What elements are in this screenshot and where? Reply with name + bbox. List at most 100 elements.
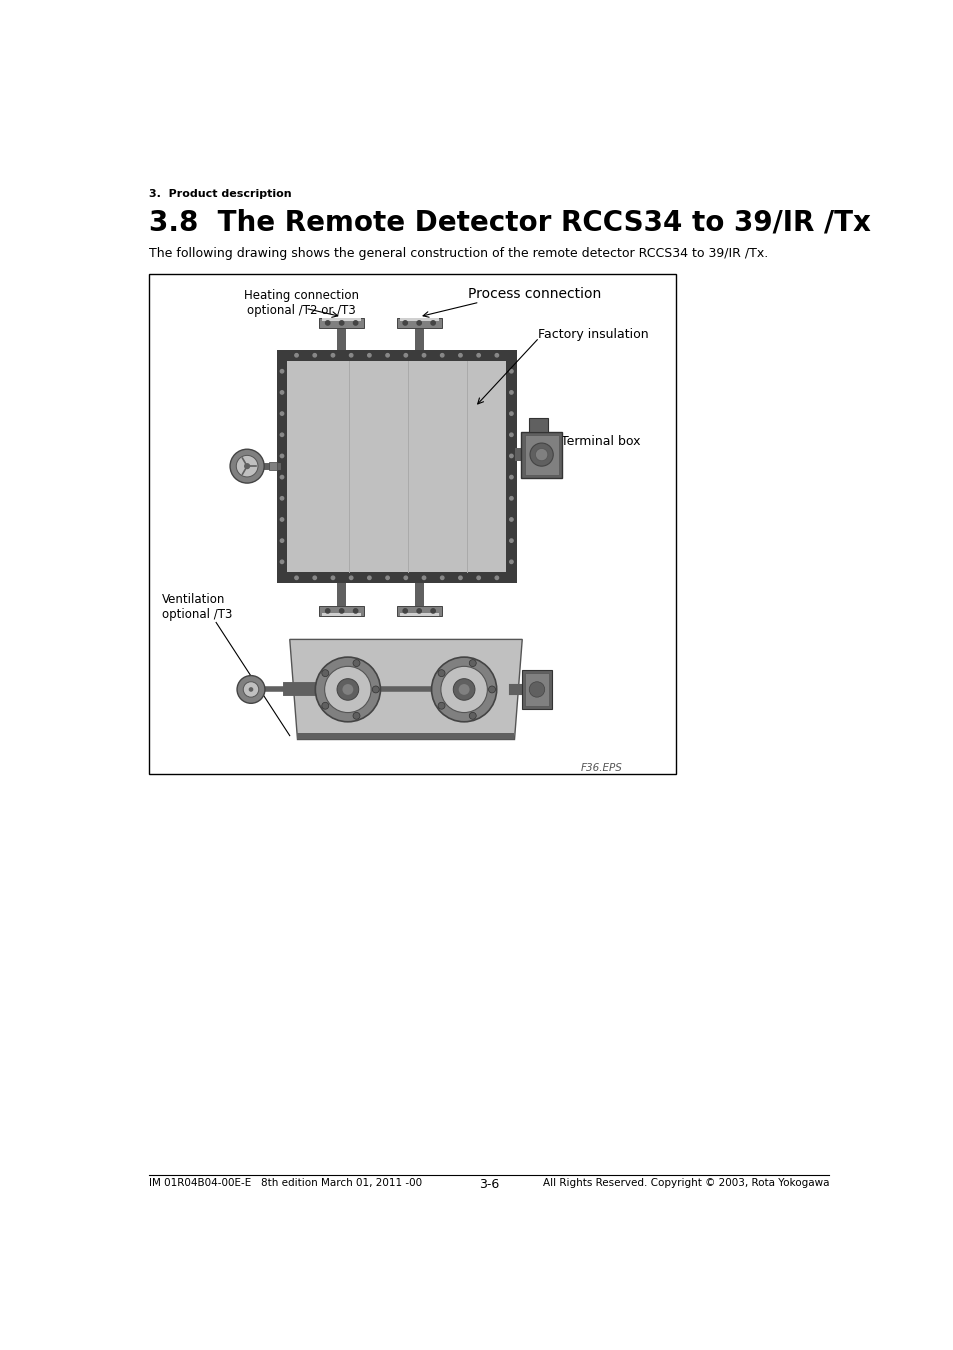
Circle shape [437, 670, 444, 676]
Circle shape [509, 497, 513, 500]
Bar [396, 319, 441, 328]
Circle shape [243, 682, 258, 697]
Circle shape [353, 609, 357, 613]
Circle shape [280, 433, 283, 436]
Bar [399, 319, 438, 321]
Bar [515, 448, 521, 460]
Bar [269, 462, 276, 470]
Text: Heating connection
optional /T2 or /T3: Heating connection optional /T2 or /T3 [244, 289, 358, 317]
Text: F36.EPS: F36.EPS [579, 763, 621, 772]
Bar [415, 583, 423, 606]
Circle shape [495, 354, 498, 356]
Circle shape [404, 576, 407, 579]
Circle shape [339, 321, 343, 325]
Circle shape [321, 702, 329, 709]
Circle shape [313, 576, 316, 579]
Circle shape [313, 354, 316, 356]
Circle shape [458, 354, 461, 356]
Bar [336, 328, 346, 350]
Bar [322, 613, 360, 617]
Bar [319, 606, 364, 617]
Circle shape [535, 448, 547, 460]
Circle shape [509, 475, 513, 479]
Circle shape [349, 354, 353, 356]
Bar [322, 319, 360, 321]
Circle shape [331, 354, 335, 356]
Circle shape [294, 354, 298, 356]
Bar [529, 417, 547, 432]
Circle shape [367, 354, 371, 356]
Circle shape [509, 433, 513, 436]
Circle shape [469, 660, 476, 667]
Circle shape [325, 609, 330, 613]
Circle shape [249, 687, 253, 691]
Circle shape [458, 684, 469, 695]
Circle shape [509, 390, 513, 394]
Bar [149, 274, 675, 774]
Text: Factory insulation: Factory insulation [537, 328, 648, 340]
Circle shape [349, 576, 353, 579]
Bar [524, 435, 558, 475]
Circle shape [385, 576, 389, 579]
Circle shape [280, 370, 283, 373]
Bar [399, 613, 438, 617]
Circle shape [324, 667, 371, 713]
Circle shape [336, 679, 358, 701]
Circle shape [476, 576, 480, 579]
Circle shape [353, 660, 359, 667]
Circle shape [437, 702, 444, 709]
Circle shape [509, 560, 513, 563]
Circle shape [476, 354, 480, 356]
Text: Process connection: Process connection [468, 286, 600, 301]
Circle shape [342, 684, 353, 695]
Circle shape [402, 609, 407, 613]
Circle shape [422, 576, 425, 579]
Bar [287, 360, 505, 572]
Bar [396, 606, 441, 617]
Circle shape [509, 370, 513, 373]
Circle shape [230, 450, 264, 483]
Circle shape [367, 576, 371, 579]
Text: Terminal box: Terminal box [560, 435, 639, 448]
Circle shape [509, 412, 513, 416]
Polygon shape [290, 640, 521, 740]
Circle shape [315, 657, 380, 722]
Text: 3-6: 3-6 [478, 1179, 498, 1192]
Bar [415, 328, 423, 350]
Text: 3.8  The Remote Detector RCCS34 to 39/IR /Tx: 3.8 The Remote Detector RCCS34 to 39/IR … [149, 208, 870, 236]
Circle shape [458, 576, 461, 579]
Circle shape [294, 576, 298, 579]
Circle shape [431, 657, 497, 722]
Circle shape [236, 455, 257, 477]
Circle shape [325, 321, 330, 325]
Text: 3.  Product description: 3. Product description [149, 189, 291, 198]
Circle shape [280, 539, 283, 543]
Text: Ventilation
optional /T3: Ventilation optional /T3 [162, 593, 232, 621]
Circle shape [530, 443, 553, 466]
Circle shape [416, 321, 421, 325]
Circle shape [416, 609, 421, 613]
Circle shape [353, 713, 359, 720]
Circle shape [509, 539, 513, 543]
Circle shape [404, 354, 407, 356]
Circle shape [488, 686, 495, 693]
Bar [521, 670, 551, 709]
Circle shape [280, 390, 283, 394]
Text: IM 01R04B04-00E-E   8th edition March 01, 2011 -00: IM 01R04B04-00E-E 8th edition March 01, … [149, 1179, 421, 1188]
Circle shape [353, 321, 357, 325]
Circle shape [280, 497, 283, 500]
Text: The following drawing shows the general construction of the remote detector RCCS: The following drawing shows the general … [149, 247, 767, 259]
Circle shape [402, 321, 407, 325]
Circle shape [331, 576, 335, 579]
Circle shape [422, 354, 425, 356]
Circle shape [431, 609, 435, 613]
Circle shape [529, 682, 544, 697]
Circle shape [280, 518, 283, 521]
Circle shape [469, 713, 476, 720]
Bar [525, 674, 548, 706]
Text: All Rights Reserved. Copyright © 2003, Rota Yokogawa: All Rights Reserved. Copyright © 2003, R… [542, 1179, 828, 1188]
Bar [297, 733, 514, 740]
Circle shape [385, 354, 389, 356]
Circle shape [453, 679, 475, 701]
Circle shape [440, 354, 443, 356]
